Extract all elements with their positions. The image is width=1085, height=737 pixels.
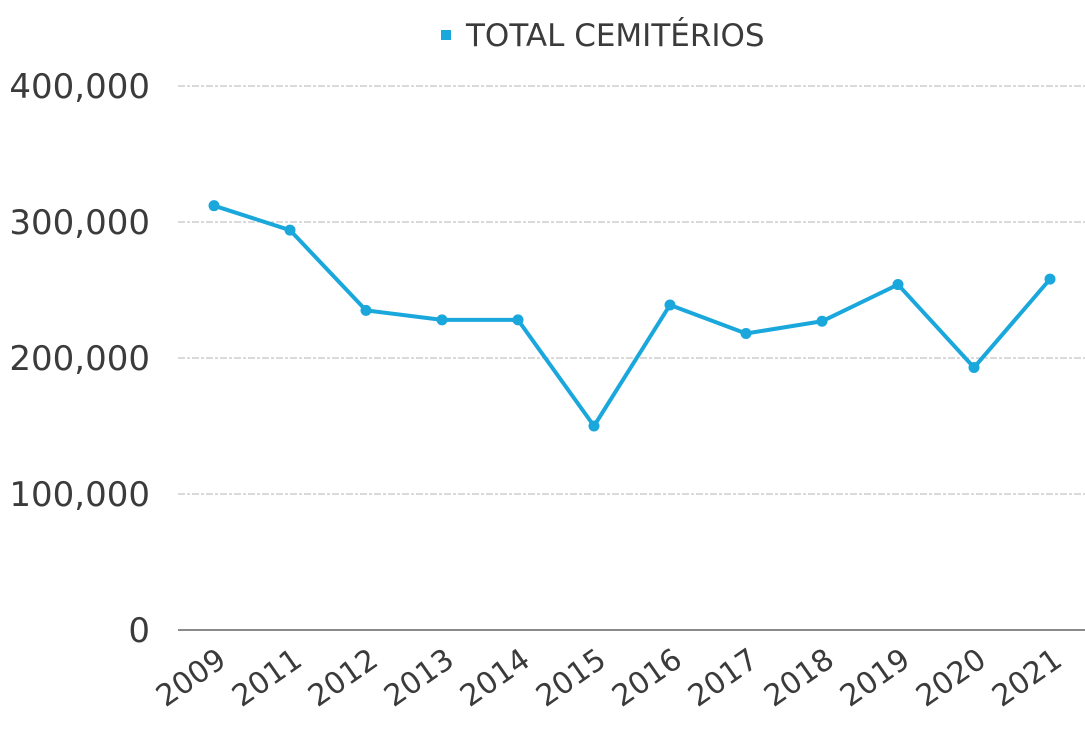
series-line-group: [212, 203, 1052, 428]
y-tick-label: 100,000: [9, 475, 150, 515]
x-tick-label: 2018: [758, 642, 841, 714]
data-point: [664, 299, 676, 311]
legend-marker: [441, 30, 451, 40]
x-tick-label: 2013: [378, 642, 461, 714]
data-point: [284, 224, 296, 236]
x-axis-labels: 2009201120122013201420152016201720182019…: [150, 642, 1069, 714]
gridlines: [178, 85, 1085, 631]
series-line: [212, 203, 1052, 428]
legend-label: TOTAL CEMITÉRIOS: [465, 18, 765, 54]
x-tick-label: 2021: [986, 642, 1069, 714]
x-tick-label: 2012: [302, 642, 385, 714]
y-tick-label: 0: [128, 611, 150, 651]
data-point: [360, 304, 372, 316]
x-tick-label: 2014: [454, 642, 537, 714]
data-point: [436, 314, 448, 326]
data-point: [208, 200, 220, 212]
x-tick-label: 2011: [226, 642, 309, 714]
y-tick-label: 300,000: [9, 203, 150, 243]
x-tick-label: 2016: [606, 642, 689, 714]
x-tick-label: 2015: [530, 642, 613, 714]
x-tick-label: 2009: [150, 642, 233, 714]
x-tick-label: 2017: [682, 642, 765, 714]
data-point: [512, 314, 524, 326]
legend: TOTAL CEMITÉRIOS: [441, 18, 765, 54]
x-tick-label: 2019: [834, 642, 917, 714]
y-axis-labels: 0 100,000 200,000 300,000 400,000: [9, 67, 150, 651]
data-point: [1044, 273, 1056, 285]
x-tick-label: 2020: [910, 642, 993, 714]
data-point: [740, 328, 752, 340]
y-tick-label: 400,000: [9, 67, 150, 107]
y-tick-label: 200,000: [9, 339, 150, 379]
data-point: [892, 279, 904, 291]
data-point: [968, 362, 980, 374]
data-point: [588, 420, 600, 432]
data-point: [816, 315, 828, 327]
series-points: [208, 200, 1056, 432]
